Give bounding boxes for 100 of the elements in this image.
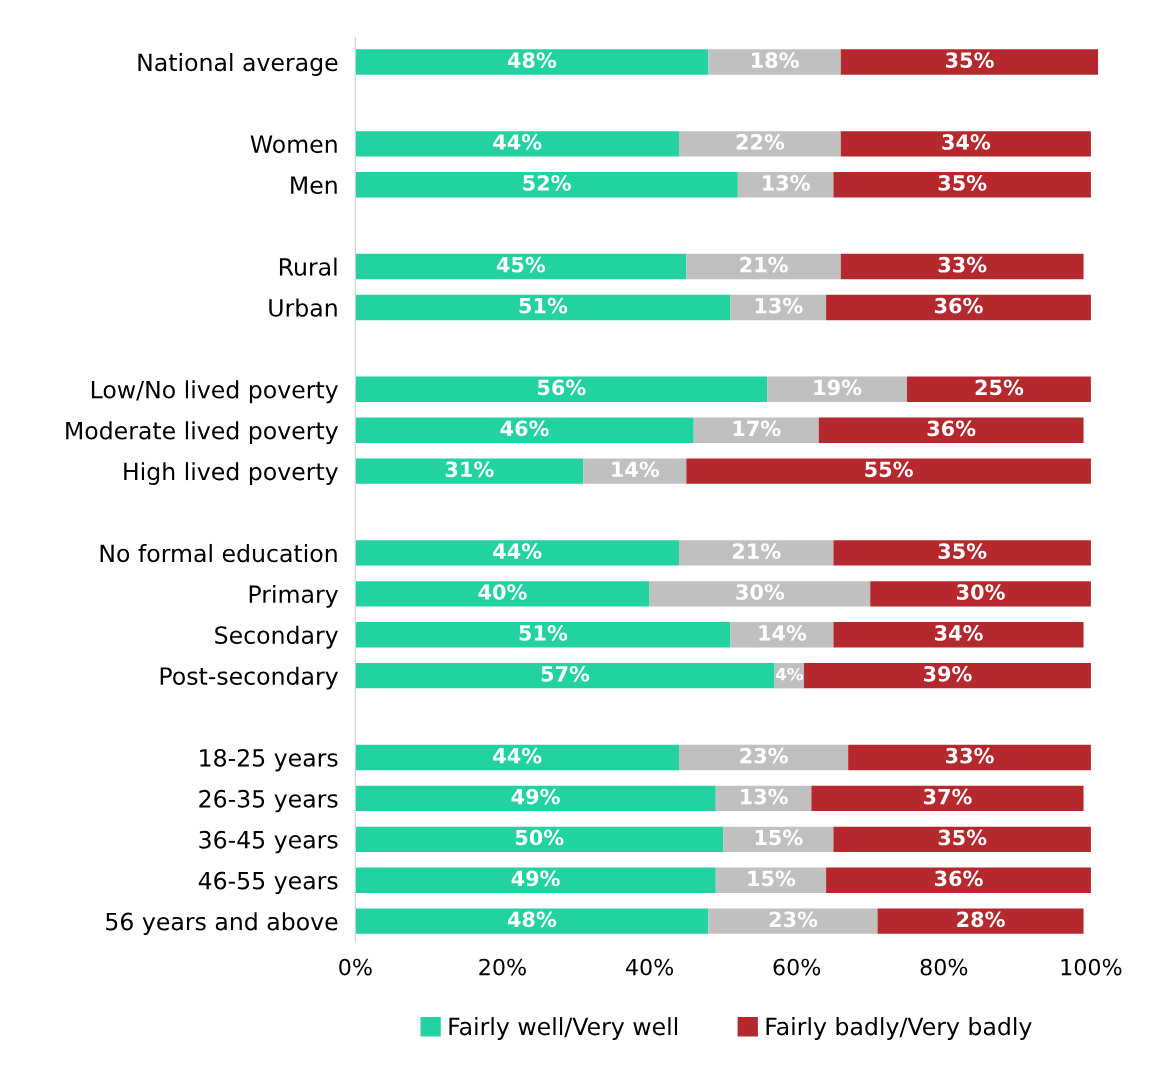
data-label: 30% xyxy=(957,584,1005,600)
x-tick-label: 80% xyxy=(920,958,968,976)
data-label: 36% xyxy=(934,297,983,314)
x-tick-label: 20% xyxy=(479,958,526,976)
y-tick-label: Secondary xyxy=(215,625,338,649)
bar xyxy=(840,253,1084,280)
y-tick-label: National average xyxy=(138,53,338,76)
bar xyxy=(686,253,841,280)
bar xyxy=(678,131,841,157)
data-label: 35% xyxy=(938,175,987,191)
data-label: 56% xyxy=(537,379,586,396)
data-label: 15% xyxy=(755,829,803,846)
y-tick-label: No formal education xyxy=(100,543,337,563)
x-tick-label: 100% xyxy=(1061,958,1122,976)
bar xyxy=(840,49,1099,75)
data-label: 18% xyxy=(752,52,799,69)
bar xyxy=(686,458,1091,484)
bar xyxy=(355,131,679,157)
data-label: 55% xyxy=(865,461,913,478)
data-label: 34% xyxy=(942,134,991,150)
bar xyxy=(833,826,1091,852)
y-tick-label: 36-45 years xyxy=(199,830,338,854)
data-label: 19% xyxy=(814,379,862,396)
y-tick-label: 56 years and above xyxy=(106,912,338,936)
data-label: 48% xyxy=(507,52,557,69)
data-label: 4% xyxy=(775,667,803,681)
bar xyxy=(833,172,1091,198)
data-label: 15% xyxy=(748,870,796,887)
data-label: 13% xyxy=(763,175,810,191)
y-tick-label: Rural xyxy=(279,257,337,276)
bar xyxy=(818,417,1084,443)
bar xyxy=(826,294,1091,321)
bar xyxy=(355,581,650,607)
data-label: 51% xyxy=(519,297,568,314)
bar xyxy=(355,458,584,484)
data-label: 37% xyxy=(923,788,972,805)
y-tick-label: Low/No lived poverty xyxy=(91,380,338,404)
data-label: 52% xyxy=(523,175,571,191)
bar xyxy=(833,540,1091,566)
y-tick-label: Women xyxy=(250,135,337,154)
data-label: 33% xyxy=(938,256,987,273)
data-label: 13% xyxy=(755,297,803,314)
bar xyxy=(355,826,724,852)
bar xyxy=(355,253,687,280)
x-tick-label: 40% xyxy=(625,958,674,976)
bar xyxy=(833,622,1084,648)
data-label: 33% xyxy=(945,747,994,764)
data-label: 21% xyxy=(740,256,788,273)
legend-label: Fairly well/Very well xyxy=(449,1017,678,1040)
data-label: 17% xyxy=(733,420,781,437)
data-label: 44% xyxy=(493,543,542,559)
bar xyxy=(355,622,731,648)
bar xyxy=(848,744,1091,771)
bar xyxy=(355,662,775,689)
bar xyxy=(355,49,709,75)
bar xyxy=(907,376,1091,402)
y-tick-label: 26-35 years xyxy=(199,789,338,813)
data-label: 21% xyxy=(732,543,781,559)
data-label: 40% xyxy=(478,584,527,600)
bar xyxy=(355,417,694,443)
data-label: 23% xyxy=(740,747,788,764)
data-label: 13% xyxy=(740,788,788,805)
legend-label: Fairly badly/Very badly xyxy=(766,1017,1032,1040)
data-label: 49% xyxy=(511,788,560,805)
bar xyxy=(708,908,878,934)
bar xyxy=(877,908,1084,934)
y-tick-label: Post-secondary xyxy=(160,666,338,690)
data-label: 39% xyxy=(923,665,972,682)
bar xyxy=(583,458,687,484)
data-label: 51% xyxy=(519,625,568,641)
y-tick-label: 18-25 years xyxy=(200,748,338,772)
x-tick-label: 60% xyxy=(773,958,821,976)
bar xyxy=(678,744,849,771)
y-tick-label: Urban xyxy=(269,298,337,317)
y-tick-label: Men xyxy=(291,176,337,195)
data-label: 35% xyxy=(938,829,987,846)
data-label: 22% xyxy=(736,134,785,150)
y-tick-label: Primary xyxy=(249,584,338,608)
bar xyxy=(870,581,1091,607)
x-tick-label: 0% xyxy=(339,958,372,976)
data-label: 57% xyxy=(541,665,590,682)
bar xyxy=(811,785,1084,812)
data-label: 36% xyxy=(934,870,983,887)
y-tick-label: High lived poverty xyxy=(124,462,338,485)
y-tick-label: Moderate lived poverty xyxy=(66,421,338,445)
data-label: 44% xyxy=(493,747,542,764)
bar xyxy=(355,172,738,198)
data-label: 34% xyxy=(934,625,983,641)
bar xyxy=(355,785,716,812)
bar xyxy=(355,908,709,934)
data-label: 25% xyxy=(975,379,1024,396)
data-label: 45% xyxy=(496,256,546,273)
bar xyxy=(840,131,1091,157)
data-label: 36% xyxy=(927,420,976,437)
data-label: 49% xyxy=(511,870,560,887)
data-label: 30% xyxy=(736,584,785,600)
data-label: 35% xyxy=(945,52,994,69)
bar xyxy=(355,540,679,566)
bar xyxy=(355,867,716,893)
data-label: 14% xyxy=(759,625,807,641)
